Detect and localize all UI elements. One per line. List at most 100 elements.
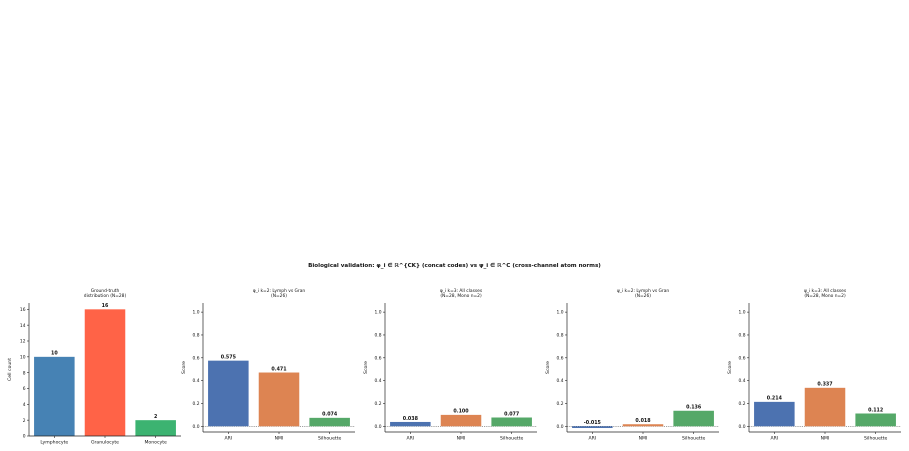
y-axis-label: Score — [545, 361, 551, 374]
y-axis-label: Cell count — [7, 358, 13, 381]
y-tick-label: 0.8 — [375, 333, 382, 339]
y-tick-label: 0.2 — [193, 401, 200, 407]
y-tick-label: 4 — [23, 402, 26, 408]
y-tick-label: 0.8 — [193, 333, 200, 339]
bar-nmi — [440, 414, 482, 427]
value-label: 0.136 — [686, 405, 702, 411]
value-label: -0.015 — [584, 420, 601, 426]
panel-title: (N=28, Mono n=2) — [804, 293, 846, 299]
y-tick-label: 0.2 — [557, 401, 564, 407]
y-tick-label: 0.6 — [739, 355, 746, 361]
y-tick-label: 1.0 — [375, 310, 382, 316]
panel-title: ψ_i k=3: All classes — [804, 288, 847, 294]
y-tick-label: 16 — [20, 307, 26, 313]
chart-panel-5: ψ_i k=3: All classes(N=28, Mono n=2) Scor… — [727, 288, 901, 442]
category-label: Silhouette — [500, 436, 524, 442]
panel-title: φ_i k=3: All classes — [440, 288, 483, 294]
value-label: 2 — [154, 414, 157, 420]
y-tick-label: 0.8 — [557, 333, 564, 339]
value-label: 0.038 — [403, 416, 419, 422]
y-tick-label: 0.4 — [557, 378, 564, 384]
y-tick-label: 6 — [23, 386, 26, 392]
value-label: 0.074 — [322, 412, 338, 418]
bar-ari — [754, 401, 795, 427]
y-tick-label: 0.6 — [193, 355, 200, 361]
category-label: Lymphocyte — [40, 440, 68, 446]
category-label: Silhouette — [682, 436, 706, 442]
value-label: 0.471 — [271, 366, 286, 372]
panel-title: (N=26) — [635, 293, 651, 299]
category-label: NMI — [821, 436, 830, 442]
bar-nmi — [622, 424, 664, 427]
y-tick-label: 0.8 — [739, 333, 746, 339]
value-label: 0.077 — [504, 411, 519, 417]
panel-title: distribution (N=28) — [84, 293, 127, 299]
panel-title: Ground-truth — [91, 288, 120, 294]
value-label: 0.575 — [221, 354, 236, 360]
y-tick-label: 12 — [20, 339, 26, 345]
y-tick-label: 0.0 — [193, 424, 200, 430]
category-label: Silhouette — [864, 436, 888, 442]
bar-lymphocyte — [34, 356, 75, 436]
chart-panel-3: φ_i k=3: All classes(N=28, Mono n=2) Scor… — [363, 288, 537, 442]
category-label: NMI — [457, 436, 466, 442]
value-label: 0.337 — [817, 382, 832, 388]
value-label: 0.100 — [453, 409, 469, 415]
bar-ari — [208, 360, 249, 427]
bar-nmi — [804, 387, 846, 427]
bar-ari — [390, 421, 431, 427]
bar-silhouette — [309, 417, 350, 427]
y-tick-label: 0.4 — [375, 378, 382, 384]
value-label: 10 — [51, 351, 58, 357]
bar-granulocyte — [84, 309, 126, 436]
category-label: Granulocyte — [91, 440, 119, 446]
y-tick-label: 1.0 — [739, 310, 746, 316]
value-label: 0.018 — [635, 418, 651, 424]
category-label: NMI — [639, 436, 648, 442]
panel-title: (N=28, Mono n=2) — [440, 293, 482, 299]
y-tick-label: 0.6 — [375, 355, 382, 361]
category-label: Monocyte — [144, 440, 167, 446]
y-tick-label: 0.0 — [557, 424, 564, 430]
figure-title: Biological validation: φ_i ∈ ℝ^{CK} (con… — [308, 263, 601, 269]
category-label: ARI — [588, 436, 596, 442]
y-tick-label: 14 — [20, 323, 26, 329]
y-tick-label: 0.6 — [557, 355, 564, 361]
category-label: Silhouette — [318, 436, 342, 442]
panel-title: ψ_i k=2: Lymph vs Gran — [617, 288, 670, 294]
value-label: 16 — [102, 303, 109, 309]
bar-silhouette — [855, 413, 896, 427]
y-axis-label: Score — [363, 361, 369, 374]
y-axis-label: Score — [727, 361, 733, 374]
category-label: ARI — [224, 436, 232, 442]
y-tick-label: 1.0 — [193, 310, 200, 316]
y-tick-label: 0.2 — [739, 401, 746, 407]
value-label: 0.214 — [767, 396, 783, 402]
bar-nmi — [258, 372, 300, 427]
panel-title: (N=26) — [271, 293, 287, 299]
panel-title: φ_i k=2: Lymph vs Gran — [253, 288, 306, 294]
chart-panel-4: ψ_i k=2: Lymph vs Gran(N=26) Score 0.0 0.2 0… — [545, 288, 719, 442]
y-tick-label: 1.0 — [557, 310, 564, 316]
y-tick-label: 0 — [23, 434, 26, 440]
bar-silhouette — [673, 410, 714, 427]
category-label: ARI — [406, 436, 414, 442]
value-label: 0.112 — [868, 407, 883, 413]
category-label: NMI — [275, 436, 284, 442]
bar-silhouette — [491, 417, 532, 427]
y-axis-label: Score — [181, 361, 187, 374]
bar-monocyte — [135, 420, 176, 436]
bar-ari — [572, 426, 613, 429]
y-tick-label: 0.4 — [739, 378, 746, 384]
y-tick-label: 2 — [23, 418, 26, 424]
y-tick-label: 0.2 — [375, 401, 382, 407]
category-label: ARI — [770, 436, 778, 442]
y-tick-label: 8 — [23, 370, 26, 376]
y-tick-label: 0.4 — [193, 378, 200, 384]
y-tick-label: 0.0 — [375, 424, 382, 430]
chart-panel-2: φ_i k=2: Lymph vs Gran(N=26) Score 0.0 0.2 0… — [181, 288, 355, 442]
y-tick-label: 10 — [20, 354, 26, 360]
